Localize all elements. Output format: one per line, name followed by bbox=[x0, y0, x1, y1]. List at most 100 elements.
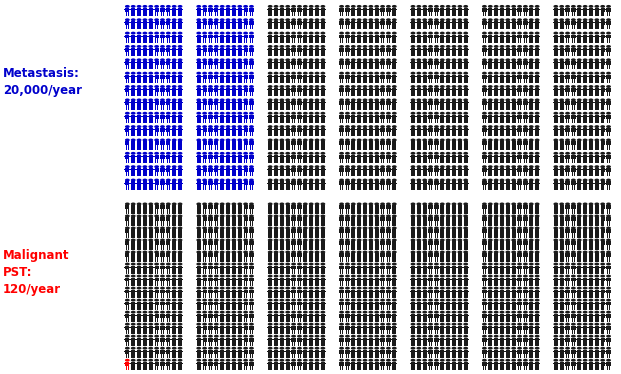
Bar bbox=[578, 294, 579, 298]
Bar bbox=[315, 306, 317, 310]
Bar bbox=[520, 209, 522, 214]
Bar bbox=[209, 8, 212, 12]
Circle shape bbox=[274, 85, 278, 88]
Bar bbox=[589, 313, 593, 318]
Bar bbox=[320, 291, 326, 292]
Bar bbox=[466, 172, 468, 176]
Bar bbox=[145, 159, 147, 163]
Bar bbox=[145, 65, 147, 70]
Circle shape bbox=[196, 347, 201, 350]
Bar bbox=[288, 329, 289, 334]
Bar bbox=[451, 206, 457, 208]
Bar bbox=[583, 34, 587, 39]
Bar bbox=[428, 217, 433, 221]
Bar bbox=[440, 351, 445, 352]
Circle shape bbox=[208, 45, 213, 48]
Bar bbox=[535, 119, 537, 123]
Bar bbox=[279, 351, 285, 352]
Bar bbox=[178, 269, 180, 274]
Bar bbox=[291, 242, 296, 245]
Circle shape bbox=[202, 311, 207, 313]
Bar bbox=[166, 242, 170, 245]
Bar bbox=[368, 351, 374, 352]
Bar bbox=[577, 21, 581, 25]
Bar bbox=[323, 145, 325, 150]
Circle shape bbox=[243, 323, 248, 326]
Bar bbox=[574, 92, 575, 96]
Bar bbox=[340, 269, 342, 274]
Bar bbox=[226, 172, 228, 176]
Circle shape bbox=[422, 165, 427, 168]
Bar bbox=[234, 12, 236, 16]
Bar bbox=[309, 266, 313, 269]
Bar bbox=[309, 329, 311, 334]
Bar bbox=[446, 257, 448, 262]
Bar bbox=[309, 141, 313, 145]
Bar bbox=[240, 119, 242, 123]
Bar bbox=[522, 206, 528, 208]
Bar bbox=[127, 159, 129, 163]
Bar bbox=[268, 205, 272, 209]
Bar bbox=[214, 350, 219, 353]
Bar bbox=[508, 172, 510, 176]
Bar bbox=[134, 186, 135, 190]
Bar bbox=[605, 62, 612, 63]
Bar bbox=[374, 141, 379, 145]
Bar bbox=[514, 79, 515, 83]
Bar bbox=[282, 221, 284, 226]
Bar bbox=[168, 39, 170, 43]
Bar bbox=[508, 79, 510, 83]
Bar bbox=[166, 75, 170, 79]
Bar bbox=[280, 289, 284, 294]
Bar bbox=[137, 245, 139, 249]
Bar bbox=[601, 301, 605, 306]
Bar bbox=[524, 159, 525, 163]
Bar bbox=[607, 8, 610, 12]
Bar bbox=[454, 269, 456, 274]
Bar bbox=[566, 289, 569, 294]
Circle shape bbox=[160, 202, 165, 205]
Circle shape bbox=[249, 202, 254, 205]
Bar bbox=[143, 245, 145, 249]
Circle shape bbox=[214, 72, 219, 75]
Bar bbox=[228, 269, 230, 274]
Bar bbox=[199, 233, 201, 237]
Bar bbox=[463, 156, 469, 157]
Bar bbox=[381, 233, 383, 237]
Bar bbox=[368, 291, 374, 292]
Bar bbox=[582, 206, 588, 208]
Bar bbox=[489, 39, 490, 43]
Circle shape bbox=[374, 98, 379, 101]
Bar bbox=[156, 25, 158, 30]
Bar bbox=[363, 289, 367, 294]
Bar bbox=[522, 142, 528, 144]
Bar bbox=[576, 36, 582, 37]
Bar bbox=[442, 245, 444, 249]
Bar bbox=[142, 351, 148, 352]
Bar bbox=[270, 105, 272, 110]
Bar bbox=[583, 353, 585, 358]
Bar bbox=[452, 141, 456, 145]
Bar bbox=[286, 221, 288, 226]
Bar bbox=[231, 363, 237, 364]
Circle shape bbox=[582, 215, 587, 217]
Bar bbox=[250, 132, 252, 136]
Bar bbox=[232, 209, 233, 214]
Bar bbox=[323, 353, 325, 358]
Bar bbox=[571, 315, 576, 316]
Bar bbox=[553, 156, 559, 157]
Bar bbox=[214, 48, 219, 52]
Bar bbox=[553, 327, 559, 328]
Bar bbox=[452, 229, 456, 233]
Bar bbox=[609, 92, 610, 96]
Bar bbox=[386, 142, 391, 144]
Bar bbox=[537, 306, 539, 310]
Bar bbox=[165, 156, 171, 157]
Bar bbox=[389, 145, 390, 150]
Bar bbox=[484, 221, 486, 226]
Bar bbox=[346, 52, 347, 56]
Bar bbox=[303, 205, 307, 209]
Bar bbox=[508, 119, 510, 123]
Bar bbox=[386, 75, 391, 79]
Bar bbox=[505, 101, 510, 105]
